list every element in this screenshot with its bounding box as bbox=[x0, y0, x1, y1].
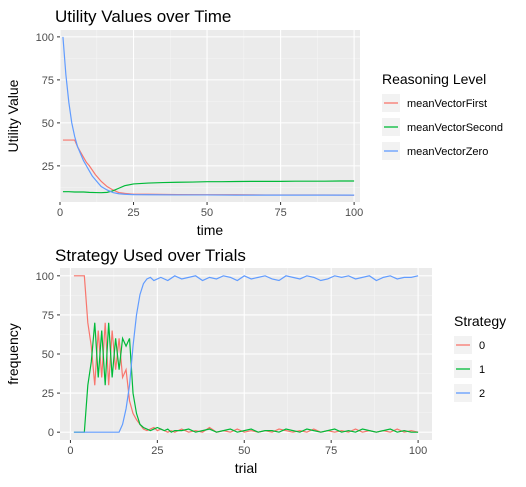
plot-panel bbox=[60, 30, 360, 202]
x-tick-label: 25 bbox=[151, 445, 163, 457]
y-tick-label: 25 bbox=[42, 161, 54, 173]
x-tick-label: 75 bbox=[325, 445, 337, 457]
y-tick-label: 100 bbox=[36, 32, 54, 44]
chart-title: Strategy Used over Trials bbox=[55, 246, 246, 265]
x-axis-label: trial bbox=[235, 460, 258, 476]
legend-label: 0 bbox=[479, 340, 485, 352]
x-axis-label: time bbox=[197, 222, 224, 238]
chart-0: Utility Values over Time 0 25 50 75 100 25 50 75… bbox=[5, 7, 503, 238]
y-tick-label: 100 bbox=[36, 271, 54, 283]
series-line-meanVectorZero bbox=[62, 36, 355, 196]
chart-1: Strategy Used over Trials 0 25 50 75 100 0 25 50… bbox=[5, 246, 506, 476]
series-line-1 bbox=[73, 322, 419, 433]
x-tick-label: 75 bbox=[274, 207, 286, 219]
chart-title: Utility Values over Time bbox=[55, 7, 231, 26]
y-tick-label: 50 bbox=[42, 118, 54, 130]
y-axis-label: Utility Value bbox=[5, 79, 21, 152]
legend-label: 2 bbox=[479, 388, 485, 400]
y-tick-label: 75 bbox=[42, 75, 54, 87]
y-axis-label: frequency bbox=[5, 323, 21, 384]
series-line-2 bbox=[73, 275, 419, 433]
y-tick-label: 75 bbox=[42, 310, 54, 322]
x-tick-label: 100 bbox=[409, 445, 427, 457]
legend-label: 1 bbox=[479, 364, 485, 376]
legend-title: Strategy bbox=[454, 313, 506, 329]
legend: Strategy 0 1 2 bbox=[454, 313, 506, 402]
legend: Reasoning Level meanVectorFirst meanVector… bbox=[382, 71, 503, 160]
x-tick-label: 50 bbox=[238, 445, 250, 457]
y-tick-label: 0 bbox=[48, 427, 54, 439]
y-tick-label: 25 bbox=[42, 388, 54, 400]
x-tick-label: 100 bbox=[345, 207, 363, 219]
x-tick-label: 25 bbox=[127, 207, 139, 219]
x-tick-label: 50 bbox=[201, 207, 213, 219]
x-tick-label: 0 bbox=[57, 207, 63, 219]
x-tick-label: 0 bbox=[67, 445, 73, 457]
legend-label: meanVectorZero bbox=[407, 146, 488, 158]
legend-title: Reasoning Level bbox=[382, 71, 486, 87]
legend-label: meanVectorSecond bbox=[407, 122, 503, 134]
legend-label: meanVectorFirst bbox=[407, 98, 487, 110]
series-line-meanVectorSecond bbox=[62, 180, 355, 194]
y-tick-label: 50 bbox=[42, 349, 54, 361]
